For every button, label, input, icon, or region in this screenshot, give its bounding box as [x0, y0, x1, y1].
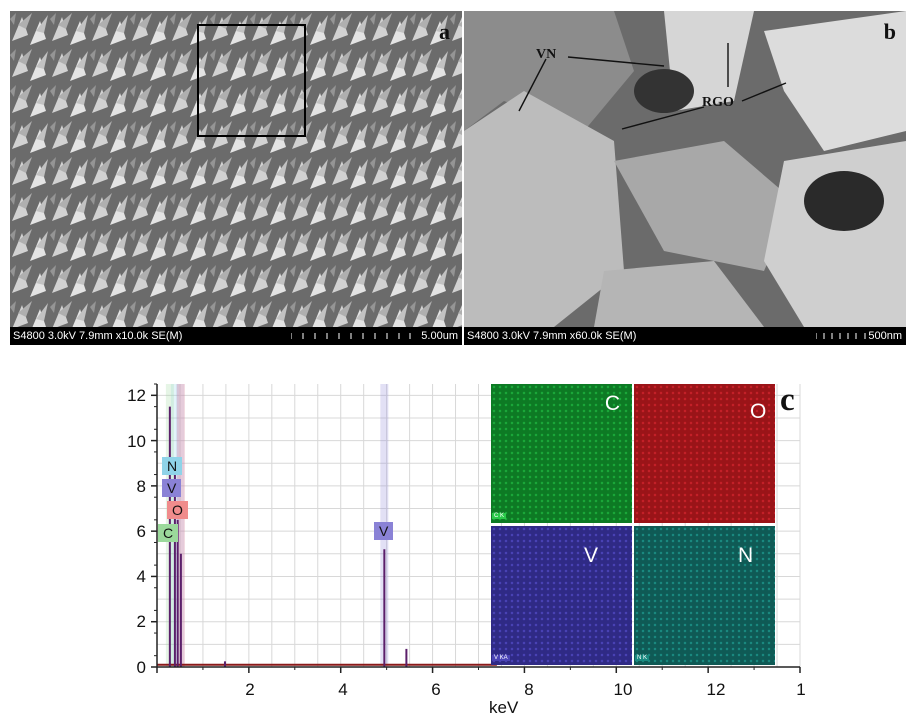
y-tick-label: 10	[127, 432, 146, 451]
x-tick-label: 8	[524, 680, 534, 699]
sem-image-a: a S4800 3.0kV 7.9mm x10.0k SE(M) 5.00um	[10, 11, 462, 345]
x-tick-label: 6	[431, 680, 441, 699]
element-map-c: C C K	[491, 384, 632, 523]
sem-image-b: VN RGO b S4800 3.0kV 7.9mm x60.0k SE(M) …	[464, 11, 906, 345]
x-tick-label: 12	[706, 680, 726, 699]
y-tick-label: 6	[136, 522, 146, 541]
sem-info-text-a: S4800 3.0kV 7.9mm x10.0k SE(M)	[13, 330, 183, 342]
map-background	[491, 526, 632, 665]
peak-label-o: O	[167, 501, 188, 519]
scale-bar-b	[816, 333, 866, 339]
vn-annotation: VN	[536, 47, 557, 62]
peak-band	[176, 384, 185, 667]
map-tag: V KA	[492, 655, 510, 661]
peak-label-n: N	[162, 457, 183, 475]
sem-info-text-b: S4800 3.0kV 7.9mm x60.0k SE(M)	[467, 330, 637, 342]
element-map-o: O	[634, 384, 775, 523]
peak-label-c: C	[158, 524, 179, 542]
map-element-label: O	[750, 400, 767, 423]
chart-axes	[151, 383, 801, 673]
map-background	[634, 384, 775, 523]
x-tick-label: 1	[796, 680, 806, 699]
map-element-label: V	[584, 544, 599, 567]
x-tick-label: 10	[613, 680, 633, 699]
peak-label-v: V	[162, 479, 182, 497]
map-element-label: N	[738, 544, 754, 567]
sem-info-bar-b: S4800 3.0kV 7.9mm x60.0k SE(M) 500nm	[464, 327, 906, 345]
x-axis-label: keV	[489, 698, 519, 717]
y-tick-label: 2	[136, 612, 146, 631]
sem-texture-b	[464, 11, 906, 327]
eds-panel: 0 2 4 6 8 10 12 2 4 6 8 10 12 1 keV N V …	[0, 378, 906, 721]
scale-text-a: 5.00um	[421, 330, 458, 342]
scale-text-b: 500nm	[868, 330, 902, 342]
y-tick-label: 8	[136, 477, 146, 496]
map-element-label: C	[604, 392, 620, 415]
map-background	[634, 526, 775, 665]
x-tick-label: 4	[338, 680, 348, 699]
panel-a-label: a	[439, 19, 450, 44]
rgo-annotation: RGO	[702, 95, 734, 110]
scale-bar-a	[291, 333, 411, 339]
y-tick-label: 4	[136, 567, 146, 586]
panel-c-label: c	[780, 382, 795, 418]
sem-info-bar-a: S4800 3.0kV 7.9mm x10.0k SE(M) 5.00um	[10, 327, 462, 345]
element-map-v: V V KA	[491, 526, 632, 665]
x-tick-label: 2	[245, 680, 255, 699]
peak-band	[176, 384, 185, 667]
panel-b-label: b	[883, 19, 896, 44]
element-map-n: N N K	[634, 526, 775, 665]
map-tag: C K	[492, 513, 507, 519]
map-tag: N K	[635, 655, 650, 661]
zoom-region-box	[197, 24, 306, 137]
y-tick-label: 0	[136, 658, 146, 677]
y-tick-label: 12	[127, 386, 146, 405]
map-background	[491, 384, 632, 523]
spectrum-peaks	[157, 406, 497, 667]
sem-texture-a	[10, 11, 462, 327]
peak-label-v-kalpha: V	[374, 522, 394, 540]
